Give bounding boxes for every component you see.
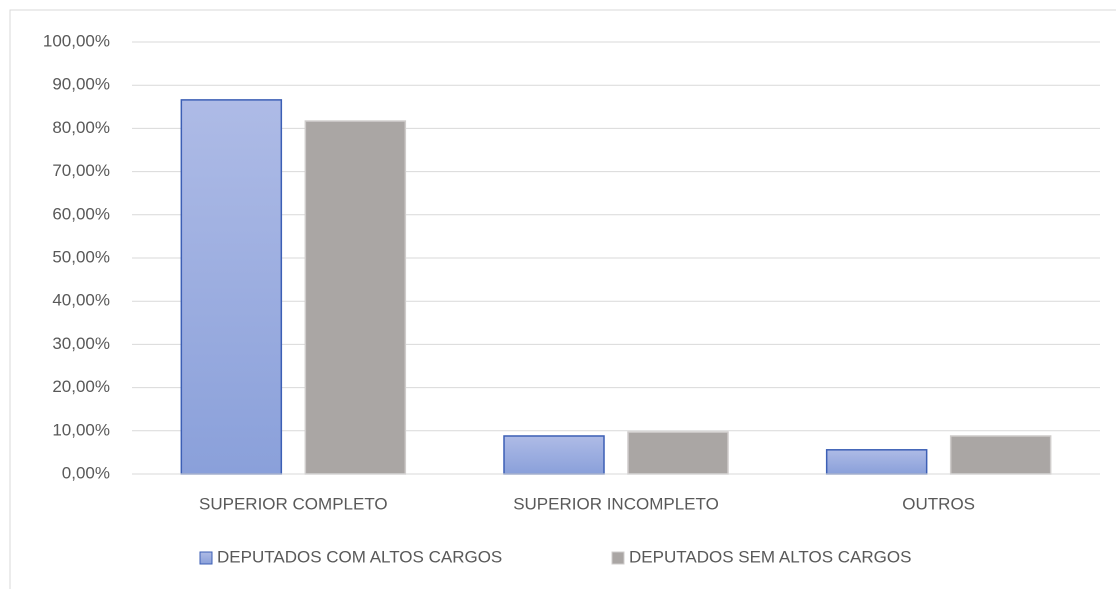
legend-swatch bbox=[611, 551, 625, 565]
y-tick-label: 20,00% bbox=[52, 377, 110, 396]
chart-border bbox=[9, 9, 1116, 589]
bar bbox=[304, 120, 407, 475]
y-tick-label: 60,00% bbox=[52, 204, 110, 223]
y-tick-label: 10,00% bbox=[52, 420, 110, 439]
y-tick-label: 50,00% bbox=[52, 247, 110, 266]
y-tick-label: 70,00% bbox=[52, 161, 110, 180]
y-tick-label: 30,00% bbox=[52, 334, 110, 353]
x-tick-label: SUPERIOR INCOMPLETO bbox=[513, 494, 719, 513]
legend-swatch bbox=[199, 551, 213, 565]
legend-label: DEPUTADOS SEM ALTOS CARGOS bbox=[629, 547, 911, 566]
bar bbox=[180, 99, 283, 475]
bar bbox=[949, 435, 1052, 475]
y-tick-label: 90,00% bbox=[52, 75, 110, 94]
x-tick-label: OUTROS bbox=[902, 494, 975, 513]
y-tick-label: 100,00% bbox=[43, 31, 110, 50]
y-tick-label: 80,00% bbox=[52, 118, 110, 137]
y-tick-label: 40,00% bbox=[52, 291, 110, 310]
x-tick-label: SUPERIOR COMPLETO bbox=[199, 494, 388, 513]
legend-label: DEPUTADOS COM ALTOS CARGOS bbox=[217, 547, 502, 566]
bar bbox=[627, 431, 729, 475]
bar bbox=[503, 435, 605, 475]
y-tick-label: 0,00% bbox=[62, 463, 110, 482]
bar bbox=[825, 449, 928, 475]
